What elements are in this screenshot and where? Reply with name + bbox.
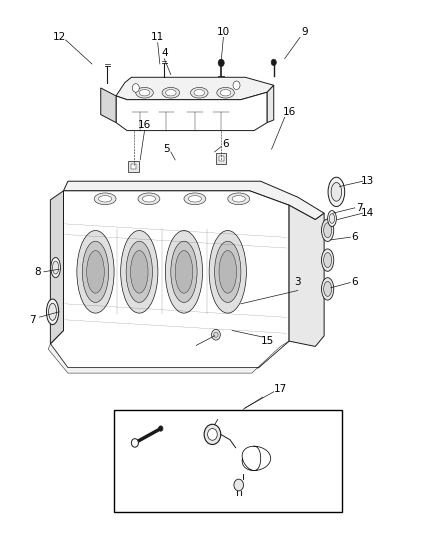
Circle shape — [218, 59, 224, 67]
Ellipse shape — [321, 278, 334, 300]
Polygon shape — [48, 341, 289, 373]
Ellipse shape — [165, 230, 202, 313]
Ellipse shape — [126, 241, 152, 303]
Text: 4: 4 — [161, 49, 168, 58]
Polygon shape — [116, 92, 267, 131]
Text: 13: 13 — [361, 176, 374, 186]
Ellipse shape — [136, 87, 153, 98]
Text: 18: 18 — [283, 448, 296, 458]
Ellipse shape — [321, 249, 334, 271]
Bar — [131, 164, 136, 169]
Ellipse shape — [324, 223, 332, 238]
Ellipse shape — [208, 429, 217, 440]
Polygon shape — [50, 191, 289, 368]
Ellipse shape — [131, 251, 148, 293]
Text: 16: 16 — [283, 107, 296, 117]
Ellipse shape — [138, 193, 160, 205]
Text: 9: 9 — [301, 27, 308, 37]
Text: 6: 6 — [351, 232, 358, 242]
Ellipse shape — [329, 214, 335, 223]
Ellipse shape — [204, 424, 221, 445]
Bar — [219, 156, 224, 161]
Text: 17: 17 — [274, 384, 287, 394]
Ellipse shape — [215, 241, 241, 303]
Ellipse shape — [194, 90, 205, 96]
Ellipse shape — [328, 177, 345, 207]
Ellipse shape — [321, 219, 334, 241]
Ellipse shape — [142, 196, 155, 202]
Ellipse shape — [219, 251, 237, 293]
Ellipse shape — [99, 196, 112, 202]
Ellipse shape — [328, 211, 336, 227]
Circle shape — [271, 59, 276, 66]
Circle shape — [132, 84, 139, 92]
Text: 14: 14 — [361, 208, 374, 218]
Ellipse shape — [331, 182, 342, 201]
Ellipse shape — [49, 303, 57, 320]
Ellipse shape — [51, 257, 60, 278]
Ellipse shape — [171, 241, 197, 303]
Text: 6: 6 — [351, 278, 358, 287]
Bar — [128, 161, 139, 172]
Polygon shape — [101, 88, 116, 123]
Ellipse shape — [234, 479, 244, 491]
Ellipse shape — [166, 90, 176, 96]
Bar — [114, 410, 342, 512]
Text: 7: 7 — [356, 203, 363, 213]
Text: 3: 3 — [294, 278, 301, 287]
Polygon shape — [289, 205, 324, 346]
Text: 10: 10 — [217, 27, 230, 37]
Circle shape — [233, 81, 240, 90]
Ellipse shape — [120, 230, 158, 313]
Ellipse shape — [77, 230, 114, 313]
Circle shape — [131, 439, 138, 447]
Circle shape — [214, 332, 218, 337]
Text: 15: 15 — [261, 336, 274, 346]
Ellipse shape — [232, 196, 245, 202]
Text: 7: 7 — [29, 315, 36, 325]
Ellipse shape — [324, 253, 332, 268]
Text: 5: 5 — [163, 144, 170, 154]
Ellipse shape — [162, 87, 180, 98]
Polygon shape — [50, 191, 64, 344]
Ellipse shape — [191, 87, 208, 98]
Text: 6: 6 — [222, 139, 229, 149]
Text: 8: 8 — [34, 267, 41, 277]
Ellipse shape — [228, 193, 250, 205]
Polygon shape — [64, 181, 324, 220]
Bar — [216, 153, 226, 164]
Ellipse shape — [94, 193, 116, 205]
Ellipse shape — [209, 230, 246, 313]
Polygon shape — [267, 85, 274, 123]
Ellipse shape — [46, 299, 59, 325]
Ellipse shape — [324, 281, 332, 296]
Ellipse shape — [184, 193, 206, 205]
Ellipse shape — [139, 90, 150, 96]
Ellipse shape — [175, 251, 193, 293]
Polygon shape — [116, 77, 274, 100]
Circle shape — [212, 329, 220, 340]
Ellipse shape — [188, 196, 201, 202]
Text: 12: 12 — [53, 33, 66, 42]
Text: 16: 16 — [138, 120, 151, 130]
Ellipse shape — [53, 261, 59, 274]
Ellipse shape — [220, 90, 231, 96]
Ellipse shape — [217, 87, 234, 98]
Circle shape — [159, 426, 163, 431]
Text: 11: 11 — [151, 33, 164, 42]
Ellipse shape — [82, 241, 109, 303]
Ellipse shape — [87, 251, 104, 293]
